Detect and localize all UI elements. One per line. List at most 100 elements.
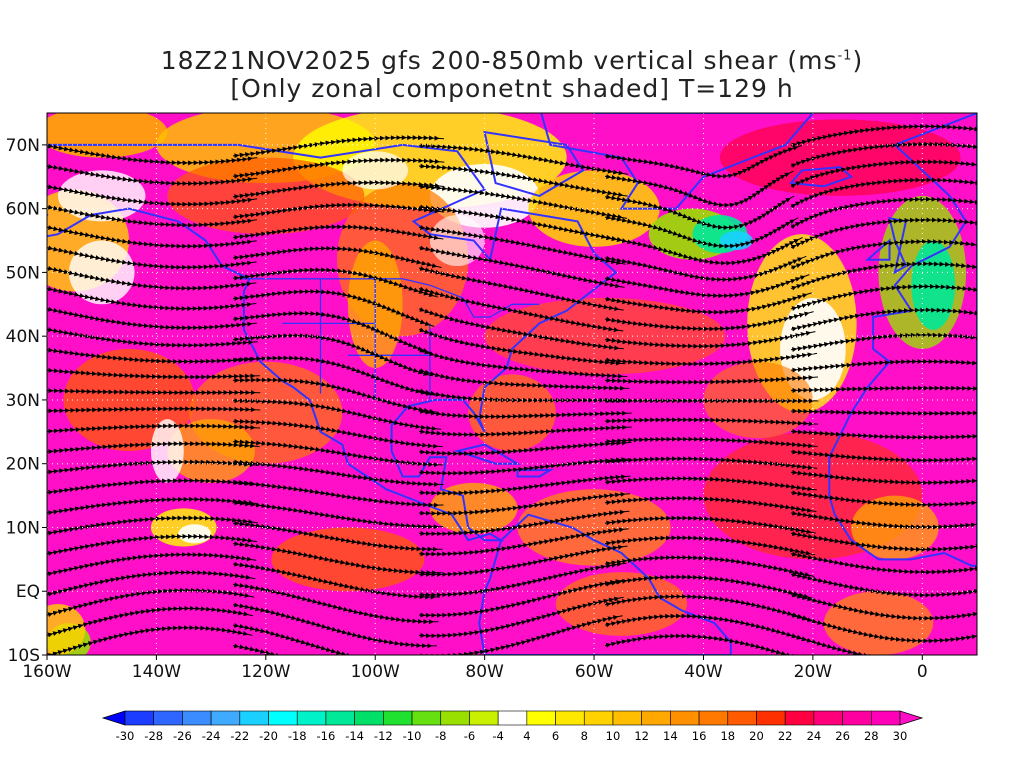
streamline [418,474,631,496]
shade-patch [68,240,135,305]
lon-label: 120W [241,662,290,682]
streamline [47,184,258,207]
streamline [418,457,632,476]
colorbar-right-arrow [899,710,924,726]
lat-label: 50N [6,263,40,283]
streamline [976,278,977,279]
lon-label: 20W [794,662,833,682]
streamline [976,380,977,381]
streamline [976,645,977,646]
lat-label: 10S [8,646,40,666]
colorbar-label: -28 [144,729,163,743]
colorbar-swatch [296,710,327,726]
colorbar-label: -24 [202,729,221,743]
streamline [790,307,977,332]
shade-patch [703,361,813,439]
lat-label: 60N [6,200,40,220]
colorbar-label: 28 [864,729,879,743]
colorbar-label: -18 [288,729,307,743]
streamline [418,440,632,457]
streamline [790,332,977,352]
lon-label: 160W [22,662,71,682]
lon-label: 60W [575,662,614,682]
colorbar-swatch [727,710,757,726]
streamline [790,490,977,508]
streamline [47,533,258,556]
colorbar: -30 -28 -26 -24 -22 -20 -18 -16 -14 -12 -10 -8 -6 -4 4… [101,710,924,743]
streamline [418,388,631,403]
colorbar-swatch [784,710,815,726]
streamline [604,495,817,513]
streamline [976,298,977,300]
colorbar-swatch [440,710,470,726]
lat-label: 40N [6,327,40,347]
streamline [47,245,257,270]
shade-patch [47,113,168,158]
streamline [47,163,258,187]
streamline [604,515,816,534]
lat-label: 30N [6,391,40,411]
shade-patch [484,297,726,375]
streamline [47,459,260,475]
colorbar-swatch [870,710,901,726]
streamline [47,225,257,249]
shade-patch [719,119,961,196]
streamline [232,157,445,179]
streamline [976,420,977,422]
streamline [47,441,260,455]
streamline [604,292,812,315]
shade-patch [719,230,753,251]
colorbar-label: 4 [523,729,530,743]
colorbar-swatch [182,710,212,726]
streamline [604,352,818,367]
colorbar-swatch [641,710,671,726]
colorbar-swatch [583,710,614,726]
colorbar-label: 24 [807,729,822,743]
colorbar-label: 22 [778,729,793,743]
streamline [976,502,977,503]
streamline [976,543,977,544]
streamline [976,522,977,524]
colorbar-swatch [497,710,528,726]
streamline [47,204,257,228]
streamline [418,491,631,516]
shade-patch [911,240,956,330]
streamline [790,612,977,644]
gridlines [47,113,977,655]
streamline [47,406,261,414]
streamline [790,428,977,440]
colorbar-label: 16 [692,729,707,743]
streamline [976,339,977,341]
colorbar-label: 14 [663,729,678,743]
shade-patch [167,157,365,235]
lon-label: 140W [132,662,181,682]
streamline [47,367,260,380]
streamline [976,237,977,239]
streamline [604,436,818,449]
streamline [47,388,261,396]
colorbar-label: 10 [606,729,621,743]
streamline [976,257,977,259]
streamline [976,461,977,462]
streamline [790,123,977,148]
streamline [47,286,257,312]
lat-label: 70N [6,136,40,156]
streamline [976,441,977,442]
streamline [604,574,814,599]
colorbar-label: 30 [893,729,908,743]
colorbar-label: -14 [345,729,364,743]
streamline [976,176,977,177]
colorbar-swatch [153,710,183,726]
map-title-line2: [Only zonal componetnt shaded] T=129 h [230,74,794,103]
colorbar-label: 26 [835,729,850,743]
streamline [232,135,445,159]
lon-label: 0 [917,662,928,682]
colorbar-label: -26 [173,729,192,743]
streamline [790,408,977,416]
streamline [976,481,977,483]
colorbar-swatch [612,710,642,726]
streamline [232,180,445,200]
streamline [604,330,816,349]
colorbar-label: 18 [720,729,735,743]
